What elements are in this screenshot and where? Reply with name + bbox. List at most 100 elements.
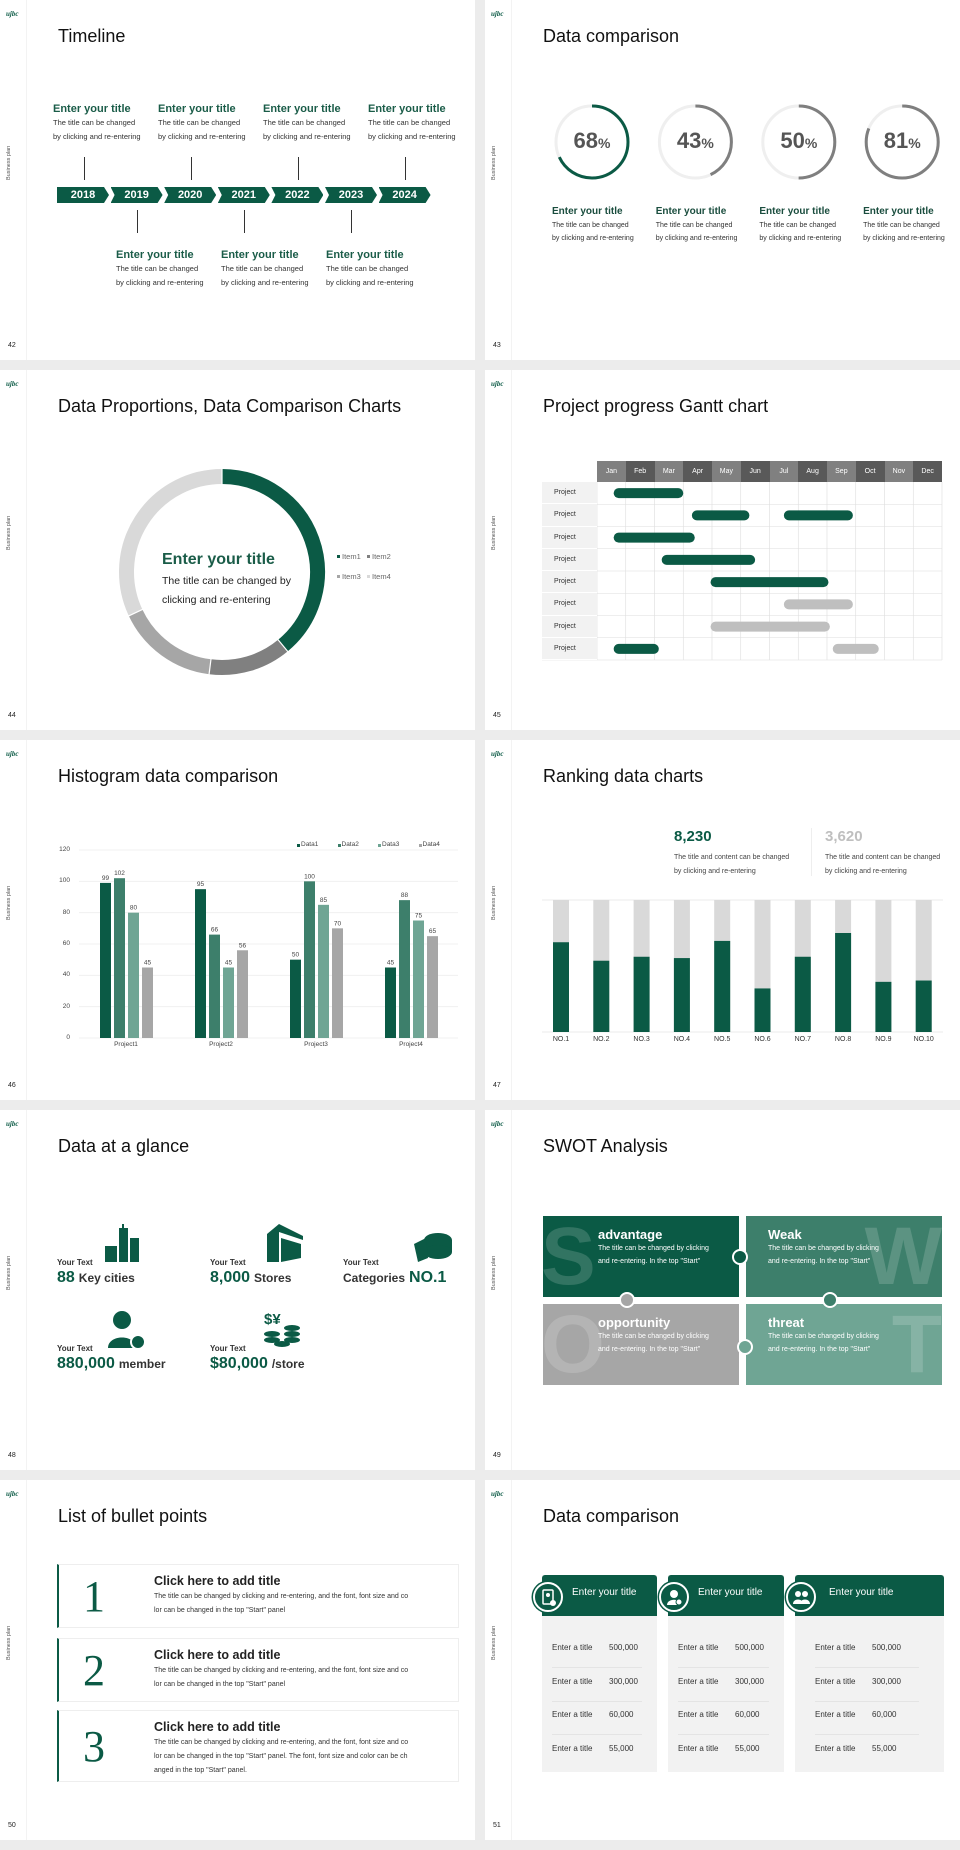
slide-title: Project progress Gantt chart bbox=[543, 396, 769, 416]
slide-title: List of bullet points bbox=[58, 1506, 208, 1526]
slide-45[interactable]: ujbc Business plan 45 Project progress Gant… bbox=[485, 370, 960, 730]
data-label: 56 bbox=[239, 942, 247, 949]
card-title: Enter your title bbox=[829, 1587, 894, 1598]
data-label: 85 bbox=[320, 897, 328, 904]
row-value: 55,000 bbox=[735, 1743, 760, 1753]
row-value: 500,000 bbox=[735, 1643, 764, 1652]
item-desc: The title can be changed bbox=[368, 118, 451, 127]
year-segment: 2019 bbox=[111, 187, 163, 203]
ring-value-group: 43% bbox=[655, 128, 735, 154]
gantt-bar bbox=[783, 510, 853, 521]
item-label: Your Text bbox=[210, 1258, 246, 1267]
y-tick-label: 120 bbox=[59, 846, 70, 853]
bullet-desc: lor can be changed in the top "Start" pa… bbox=[154, 1681, 286, 1688]
add-member-icon bbox=[106, 1310, 148, 1350]
y-tick-label: 40 bbox=[62, 971, 70, 979]
row-divider bbox=[815, 1700, 919, 1702]
data-label: 66 bbox=[211, 927, 219, 934]
swot-desc: and re-entering. In the top "Start" bbox=[768, 1258, 871, 1265]
item-desc: by clicking and re-entering bbox=[368, 132, 456, 141]
month-header: Feb bbox=[625, 461, 655, 482]
item-desc: The title can be changed bbox=[221, 264, 304, 273]
data-label: 45 bbox=[144, 960, 152, 967]
item-suffix: /store bbox=[271, 1357, 305, 1371]
x-tick-label: Project1 bbox=[114, 1041, 138, 1048]
slide-51[interactable]: ujbc Business plan 51 Data comparison Enter … bbox=[485, 1480, 960, 1840]
slide-title: Ranking data charts bbox=[543, 766, 704, 786]
row-divider bbox=[678, 1700, 769, 1702]
divider bbox=[26, 370, 27, 730]
page-number: 46 bbox=[8, 1082, 16, 1089]
bar-no1 bbox=[553, 942, 569, 1032]
row-label: Enter a title bbox=[552, 1676, 593, 1686]
legend-swatch bbox=[337, 555, 340, 558]
bar-data1-project3 bbox=[290, 959, 301, 1038]
logo: ujbc bbox=[6, 1120, 19, 1128]
row-value: 60,000 bbox=[609, 1710, 634, 1719]
year-segment: 2024 bbox=[379, 187, 431, 203]
puzzle-knob bbox=[619, 1292, 635, 1308]
x-tick-label: NO.5 bbox=[714, 1036, 731, 1043]
ring-progress bbox=[864, 104, 940, 180]
item-desc: The title can be changed bbox=[326, 264, 409, 273]
item-title: Enter your title bbox=[221, 249, 299, 261]
slide-47[interactable]: ujbc Business plan 47 Ranking data charts 8,… bbox=[485, 740, 960, 1100]
donut-slice-item3 bbox=[128, 609, 212, 675]
row-label: Enter a title bbox=[552, 1743, 593, 1753]
bullet-box[interactable]: 2 Click here to add title The title can be… bbox=[57, 1638, 459, 1702]
item-value-line: 88 Key cities bbox=[57, 1269, 135, 1287]
gantt-bar bbox=[710, 621, 830, 632]
ring-progress bbox=[554, 104, 630, 180]
data-label: 70 bbox=[334, 920, 342, 927]
slide-43[interactable]: ujbc Business plan 43 Data comparison 68% Ent… bbox=[485, 0, 960, 360]
side-label: Business plan bbox=[491, 1625, 497, 1660]
slide-48[interactable]: ujbc Business plan 48 Data at a glance Your … bbox=[0, 1110, 475, 1470]
donut-slice-item2 bbox=[209, 639, 288, 675]
bullet-box[interactable]: 1 Click here to add title The title can be… bbox=[57, 1564, 459, 1628]
row-label: Enter a title bbox=[678, 1643, 719, 1652]
slide-title: Data at a glance bbox=[58, 1136, 190, 1156]
data-card: Enter your title Enter a title 500,000 Ente… bbox=[795, 1575, 944, 1772]
gantt-bar bbox=[832, 643, 879, 654]
city-buildings-icon bbox=[103, 1224, 145, 1264]
row-value: 300,000 bbox=[872, 1676, 901, 1686]
year-segment: 2018 bbox=[57, 187, 109, 203]
slide-46[interactable]: ujbc Business plan 46 Histogram data compar… bbox=[0, 740, 475, 1100]
connector-line bbox=[244, 210, 245, 233]
chart-canvas bbox=[119, 468, 325, 676]
bullet-desc: lor can be changed in the top "Start" pa… bbox=[154, 1753, 408, 1760]
gantt-bar bbox=[691, 510, 750, 521]
center-title: Enter your title bbox=[162, 551, 275, 568]
data-label: 100 bbox=[304, 873, 315, 880]
swot-tile-w[interactable]: W Weak The title can be changed by clickin… bbox=[746, 1216, 942, 1297]
row-value: 300,000 bbox=[609, 1676, 638, 1686]
connector-line bbox=[405, 157, 406, 180]
row-divider bbox=[815, 1734, 919, 1735]
row-divider bbox=[552, 1700, 642, 1702]
logo: ujbc bbox=[6, 10, 19, 18]
center-desc: clicking and re-entering bbox=[162, 594, 271, 606]
page-number: 47 bbox=[493, 1082, 501, 1089]
legend-swatch bbox=[367, 575, 370, 578]
chart-canvas bbox=[542, 899, 943, 1033]
bar-data2-project1 bbox=[114, 878, 125, 1038]
swot-title: advantage bbox=[598, 1227, 663, 1242]
bullet-box[interactable]: 3 Click here to add title The title can be… bbox=[57, 1710, 459, 1782]
slide-42[interactable]: ujbc Business plan 42 Timeline 2018 Enter you… bbox=[0, 0, 475, 360]
row-label: Enter a title bbox=[815, 1676, 856, 1686]
item-value: 8,000 bbox=[210, 1269, 251, 1286]
bar-data1-project4 bbox=[385, 967, 396, 1038]
side-label: Business plan bbox=[6, 1255, 12, 1290]
month-header: Dec bbox=[913, 461, 942, 482]
gantt-bar bbox=[613, 643, 659, 654]
slide-44[interactable]: ujbc Business plan 44 Data Proportions, Dat… bbox=[0, 370, 475, 730]
swot-desc: The title can be changed by clicking bbox=[598, 1333, 709, 1340]
legend-swatch bbox=[297, 844, 300, 847]
slide-50[interactable]: ujbc Business plan 50 List of bullet points… bbox=[0, 1480, 475, 1840]
divider bbox=[511, 1110, 512, 1470]
slide-title: SWOT Analysis bbox=[543, 1136, 668, 1156]
